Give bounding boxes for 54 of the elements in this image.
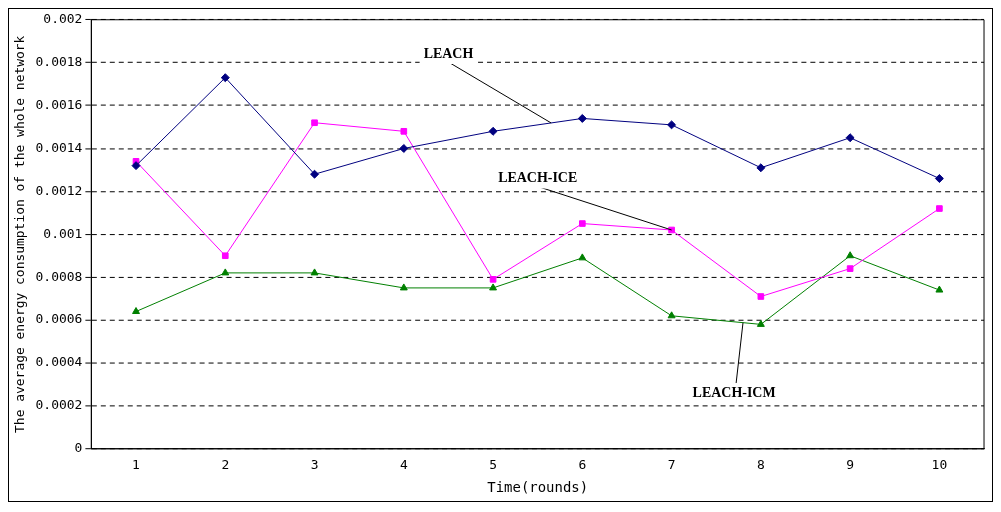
- text: LEACH: [423, 45, 474, 61]
- point: [577, 113, 587, 123]
- point: [846, 265, 854, 272]
- y-axis-title: The average energy consumption of the whole network: [12, 35, 28, 433]
- point: [400, 127, 408, 135]
- y-tick-label: 0.0014: [35, 139, 83, 155]
- x-tick-label: 2: [221, 456, 230, 472]
- y-tick-label: 0: [74, 440, 83, 456]
- x-tick-label: 4: [399, 456, 408, 472]
- y-tick-label: 0.0006: [35, 311, 83, 327]
- point: [579, 220, 586, 227]
- point: [310, 169, 320, 179]
- x-tick-label: 5: [489, 456, 497, 472]
- point: [667, 120, 677, 130]
- point: [756, 163, 766, 173]
- x-tick-label: 10: [931, 456, 948, 472]
- x-tick-label: 8: [756, 456, 765, 472]
- point: [311, 119, 318, 127]
- x-axis-title: Time(rounds): [487, 479, 589, 496]
- point: [220, 73, 230, 83]
- text: LEACH-ICM: [692, 384, 776, 400]
- x-tick-label: 3: [310, 456, 319, 472]
- point: [489, 283, 498, 291]
- point: [846, 251, 855, 259]
- point: [399, 283, 408, 291]
- point: [845, 133, 855, 143]
- point: [936, 205, 943, 212]
- x-tick-label: 1: [132, 456, 140, 472]
- y-tick-label: 0.0012: [35, 182, 83, 198]
- point: [132, 307, 140, 315]
- x-tick-label: 6: [578, 456, 587, 472]
- y-tick-label: 0.0002: [35, 397, 83, 413]
- point: [221, 268, 230, 276]
- y-tick-label: 0.001: [43, 225, 83, 241]
- y-tick-label: 0.0018: [35, 54, 83, 70]
- point: [578, 253, 587, 261]
- point: [131, 161, 141, 171]
- y-tick-label: 0.0008: [35, 268, 83, 284]
- point: [488, 126, 498, 136]
- point: [757, 293, 765, 300]
- x-tick-label: 7: [667, 456, 676, 472]
- y-tick-label: 0.002: [43, 11, 83, 27]
- point: [489, 276, 497, 283]
- y-tick-label: 0.0016: [35, 96, 83, 112]
- point: [934, 174, 944, 183]
- point: [310, 268, 319, 276]
- point: [221, 252, 229, 260]
- point: [667, 311, 676, 319]
- point: [756, 319, 765, 327]
- text: LEACH-ICE: [498, 170, 578, 186]
- point: [399, 143, 409, 153]
- point: [935, 285, 944, 293]
- y-tick-label: 0.0004: [35, 354, 83, 370]
- x-tick-label: 9: [846, 456, 855, 472]
